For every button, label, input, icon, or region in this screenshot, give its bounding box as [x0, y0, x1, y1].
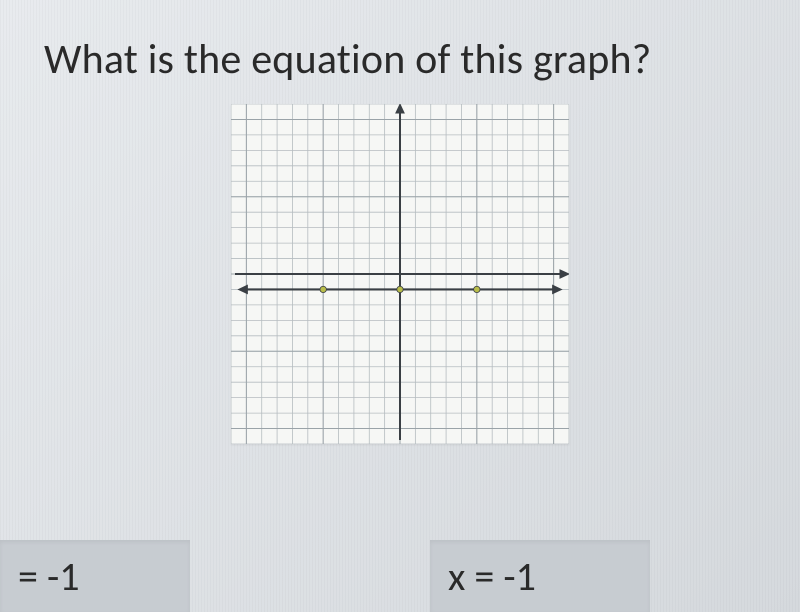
answer-option-right[interactable]: x = -1: [430, 540, 650, 612]
graph-svg: [231, 104, 569, 444]
answer-option-left[interactable]: = -1: [0, 540, 190, 612]
coordinate-graph: [231, 104, 569, 444]
question-text: What is the equation of this graph?: [44, 34, 651, 85]
answer-row: = -1 x = -1: [0, 540, 800, 612]
